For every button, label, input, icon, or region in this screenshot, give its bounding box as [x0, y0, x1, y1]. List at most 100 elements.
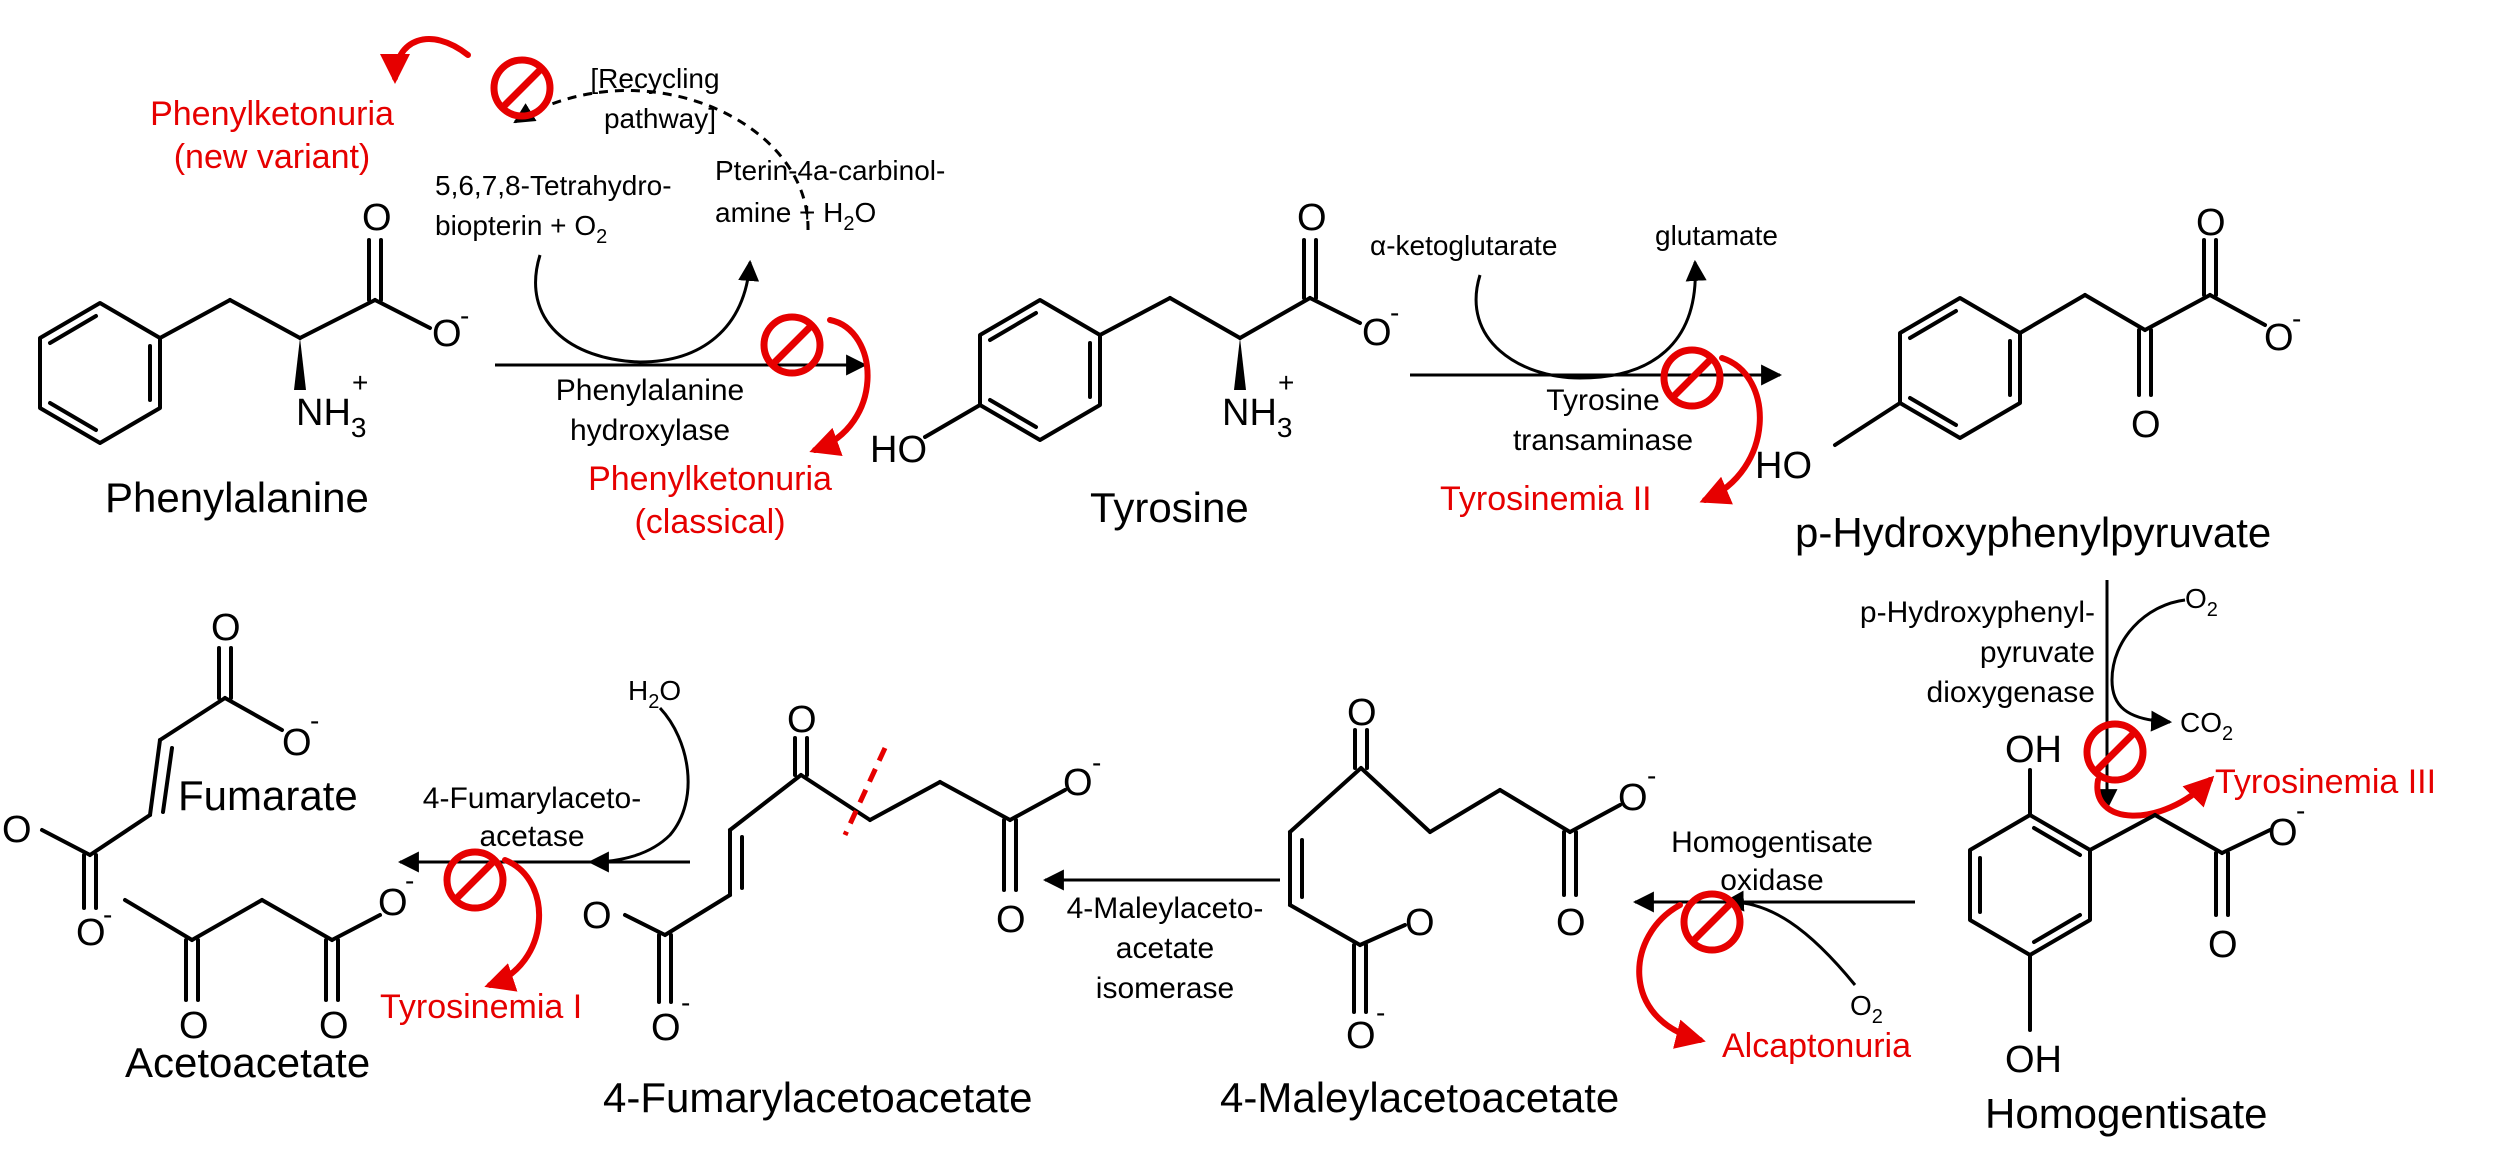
acetoacetate-carbonyl-o: O — [319, 1005, 349, 1047]
tyrosinemia-1-arrow — [484, 857, 543, 992]
tat-enzyme-label-1: Tyrosine — [1546, 384, 1659, 417]
mla-carboxylate-o-left: O — [1346, 1015, 1376, 1057]
tyrosine-amine: NH3 — [1222, 392, 1292, 443]
hpp-carbonyl-o: O — [2196, 202, 2226, 244]
tyrosine-carbonyl-o: O — [1297, 197, 1327, 239]
tyrosinemia-2-arrow — [1699, 355, 1763, 505]
maleylacetoacetate-structure — [1288, 728, 1622, 1014]
hgd-enzyme-label-1: Homogentisate — [1671, 826, 1873, 859]
fumarate-structure — [40, 646, 284, 910]
tat-enzyme-label-2: transaminase — [1513, 424, 1693, 457]
alcaptonuria-label: Alcaptonuria — [1722, 1027, 1911, 1065]
mla-minus-right: - — [1647, 760, 1656, 791]
phenylalanine-minus: - — [460, 300, 469, 331]
bh4-label-2: biopterin + O2 — [435, 210, 607, 248]
phenylalanine-label: Phenylalanine — [105, 474, 369, 521]
fla-minus-right: - — [1092, 747, 1101, 778]
hpp-carboxylate-o: O — [2264, 317, 2294, 359]
tyrosine-carboxylate-o: O — [1362, 312, 1392, 354]
homogentisate-label: Homogentisate — [1985, 1090, 2268, 1137]
recycling-label-1: [Recycling — [590, 63, 719, 94]
acetoacetate-structure — [123, 898, 382, 1002]
fla-carboxylate-o-left: O — [651, 1007, 681, 1049]
pterin-label-2: amine + H2O — [715, 197, 876, 235]
pku-new-variant-label-1: Phenylketonuria — [150, 95, 394, 133]
fumarylacetoacetate-label: 4-Fumarylacetoacetate — [603, 1074, 1033, 1121]
fumarylacetoacetate-structure — [623, 736, 1067, 1004]
tyrosinemia-2-label: Tyrosinemia II — [1440, 480, 1652, 518]
mai-enzyme-label-1: 4-Maleylaceto- — [1067, 892, 1264, 925]
homogentisate-oh-top: OH — [2005, 729, 2062, 771]
hpp-label: p-Hydroxyphenylpyruvate — [1795, 509, 2271, 556]
recycling-label-2: pathway] — [604, 103, 716, 134]
hppd-o2-label: O2 — [2185, 583, 2218, 621]
fla-carboxylate-o-right: O — [1063, 762, 1093, 804]
fah-h2o-label: H2O — [628, 675, 681, 713]
glutamate-label: glutamate — [1655, 220, 1778, 251]
alcaptonuria-arrow — [1636, 902, 1706, 1049]
hppd-enzyme-label-2: pyruvate — [1980, 636, 2095, 669]
tyrosinemia-2-block-icon — [1664, 350, 1720, 406]
tyrosinemia-3-label: Tyrosinemia III — [2215, 763, 2436, 801]
bh4-label-1: 5,6,7,8-Tetrahydro- — [435, 170, 672, 201]
hpp-keto-o: O — [2131, 404, 2161, 446]
tyrosine-plus: + — [1278, 367, 1294, 398]
phenylalanine-carboxylate-o: O — [432, 313, 462, 355]
acetoacetate-minus: - — [405, 865, 414, 896]
fumarate-o-top: O — [211, 607, 241, 649]
acetoacetate-carboxylate-o: O — [378, 882, 408, 924]
acetoacetate-label: Acetoacetate — [125, 1039, 370, 1086]
phenylalanine-amine: NH3 — [296, 392, 366, 443]
fah-enzyme-label-2: acetase — [479, 820, 584, 853]
homogentisate-structure — [1968, 768, 2272, 1032]
mla-carbonyl-o-left: O — [1405, 902, 1435, 944]
tyrosine-ho: HO — [870, 429, 927, 471]
hgd-enzyme-label-2: oxidase — [1720, 864, 1823, 897]
phenylalanine-structure — [38, 238, 432, 445]
akg-cofactor-arc — [1474, 259, 1707, 380]
pku-classical-label-1: Phenylketonuria — [588, 460, 832, 498]
hppd-co2-label: CO2 — [2180, 707, 2233, 745]
pterin-label-1: Pterin-4a-carbinol- — [715, 155, 945, 186]
hpp-ho: HO — [1755, 445, 1812, 487]
hppd-enzyme-label-3: dioxygenase — [1927, 676, 2095, 709]
tyrosinemia-3-block-icon — [2087, 724, 2143, 780]
fumarate-o-right: O — [282, 722, 312, 764]
tyrosinemia-1-block-icon — [447, 852, 503, 908]
mai-enzyme-label-3: isomerase — [1096, 972, 1234, 1005]
pah-enzyme-label-1: Phenylalanine — [556, 374, 744, 407]
fla-minus-left: - — [681, 987, 690, 1018]
pah-enzyme-label-2: hydroxylase — [570, 414, 730, 447]
hgd-o2-arc — [1722, 890, 1857, 986]
mla-carbonyl-o-right: O — [1556, 902, 1586, 944]
pku-classical-arrow — [809, 317, 871, 457]
fumarate-minus-bottom: - — [103, 899, 112, 930]
mla-minus-left: - — [1376, 997, 1385, 1028]
fumarate-label: Fumarate — [178, 772, 358, 819]
fah-h2o-arc — [587, 706, 690, 873]
recycling-pathway-arc — [513, 89, 810, 231]
tyrosine-structure — [923, 238, 1362, 442]
tyrosinemia-3-arrow — [2094, 775, 2215, 819]
fumarate-minus-right: - — [310, 705, 319, 736]
pku-classical-label-2: (classical) — [634, 503, 785, 541]
phenylalanine-carbonyl-o: O — [362, 197, 392, 239]
fumarate-o-bottom: O — [76, 912, 106, 954]
phenylalanine-plus: + — [352, 367, 368, 398]
tyrosine-minus: - — [1390, 297, 1399, 328]
hppd-enzyme-label-1: p-Hydroxyphenyl- — [1860, 596, 2095, 629]
pku-new-variant-arrow — [380, 36, 471, 84]
homogentisate-oh-bottom: OH — [2005, 1039, 2062, 1081]
mla-carboxylate-o-right: O — [1618, 777, 1648, 819]
tyrosine-label: Tyrosine — [1090, 484, 1249, 531]
fla-carbonyl-o-right: O — [996, 899, 1026, 941]
pku-new-variant-block-icon — [494, 60, 550, 116]
hgd-o2-label: O2 — [1850, 990, 1883, 1028]
acetoacetate-keto-o: O — [179, 1005, 209, 1047]
fumarate-o-left: O — [2, 809, 32, 851]
mla-keto-o: O — [1347, 692, 1377, 734]
maleylacetoacetate-label: 4-Maleylacetoacetate — [1220, 1074, 1619, 1121]
pku-new-variant-label-2: (new variant) — [174, 138, 371, 176]
mai-enzyme-label-2: acetate — [1116, 932, 1214, 965]
